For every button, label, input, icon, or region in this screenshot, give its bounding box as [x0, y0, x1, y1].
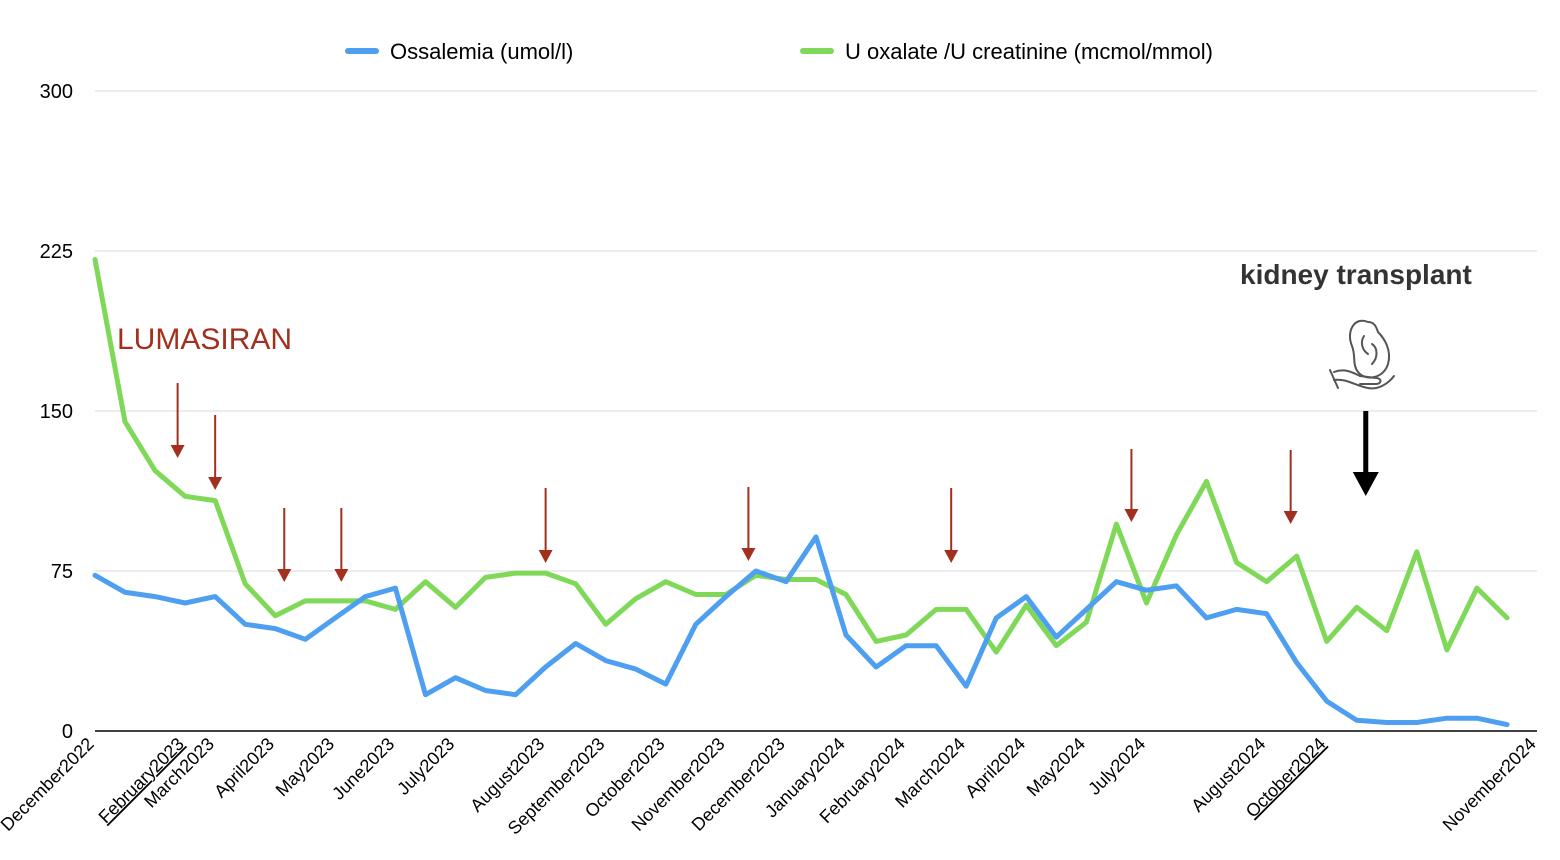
x-tick-label: April2024: [961, 734, 1029, 802]
dose-arrow: [1283, 450, 1298, 524]
dose-arrow: [944, 488, 959, 563]
dose-arrow: [208, 415, 223, 490]
series-line-oxalate: [92, 257, 1510, 655]
legend-label-ossalemia: Ossalemia (umol/l): [390, 39, 573, 64]
y-tick-label: 0: [62, 721, 73, 743]
dose-arrow: [334, 508, 349, 582]
dose-arrow: [741, 487, 756, 561]
grid-layer: [95, 90, 1537, 572]
x-tick-label: July2023: [393, 734, 458, 799]
x-tick-label: April2023: [210, 734, 278, 802]
series-layer: [92, 257, 1510, 728]
y-axis-ticks: 0 75 150 225 300: [40, 81, 73, 743]
kidney-in-hand-icon: [1329, 319, 1395, 390]
series-line-ossalemia: [92, 534, 1510, 728]
dose-arrow: [538, 488, 553, 563]
lumasiran-label: LUMASIRAN: [117, 323, 292, 356]
y-tick-label: 300: [40, 81, 73, 103]
legend: Ossalemia (umol/l) U oxalate /U creatini…: [345, 39, 1213, 64]
dose-arrows: [170, 383, 1379, 582]
legend-label-oxalate: U oxalate /U creatinine (mcmol/mmol): [845, 39, 1213, 64]
y-tick-label: 150: [40, 401, 73, 423]
y-tick-label: 75: [51, 561, 73, 583]
x-tick-label: December2022: [0, 734, 98, 835]
x-tick-label: May2024: [1023, 734, 1090, 801]
dose-arrow: [277, 508, 292, 582]
transplant-arrow: [1352, 411, 1379, 496]
transplant-label: kidney transplant: [1240, 259, 1472, 290]
dose-arrow: [170, 383, 185, 458]
y-tick-label: 225: [40, 241, 73, 263]
x-tick-label: July2024: [1084, 734, 1149, 799]
x-tick-label: November2024: [1439, 734, 1540, 835]
dose-arrow: [1124, 449, 1139, 522]
x-tick-label: June2023: [328, 734, 398, 804]
x-axis-ticks: December2022February2023March2023April20…: [0, 734, 1540, 839]
